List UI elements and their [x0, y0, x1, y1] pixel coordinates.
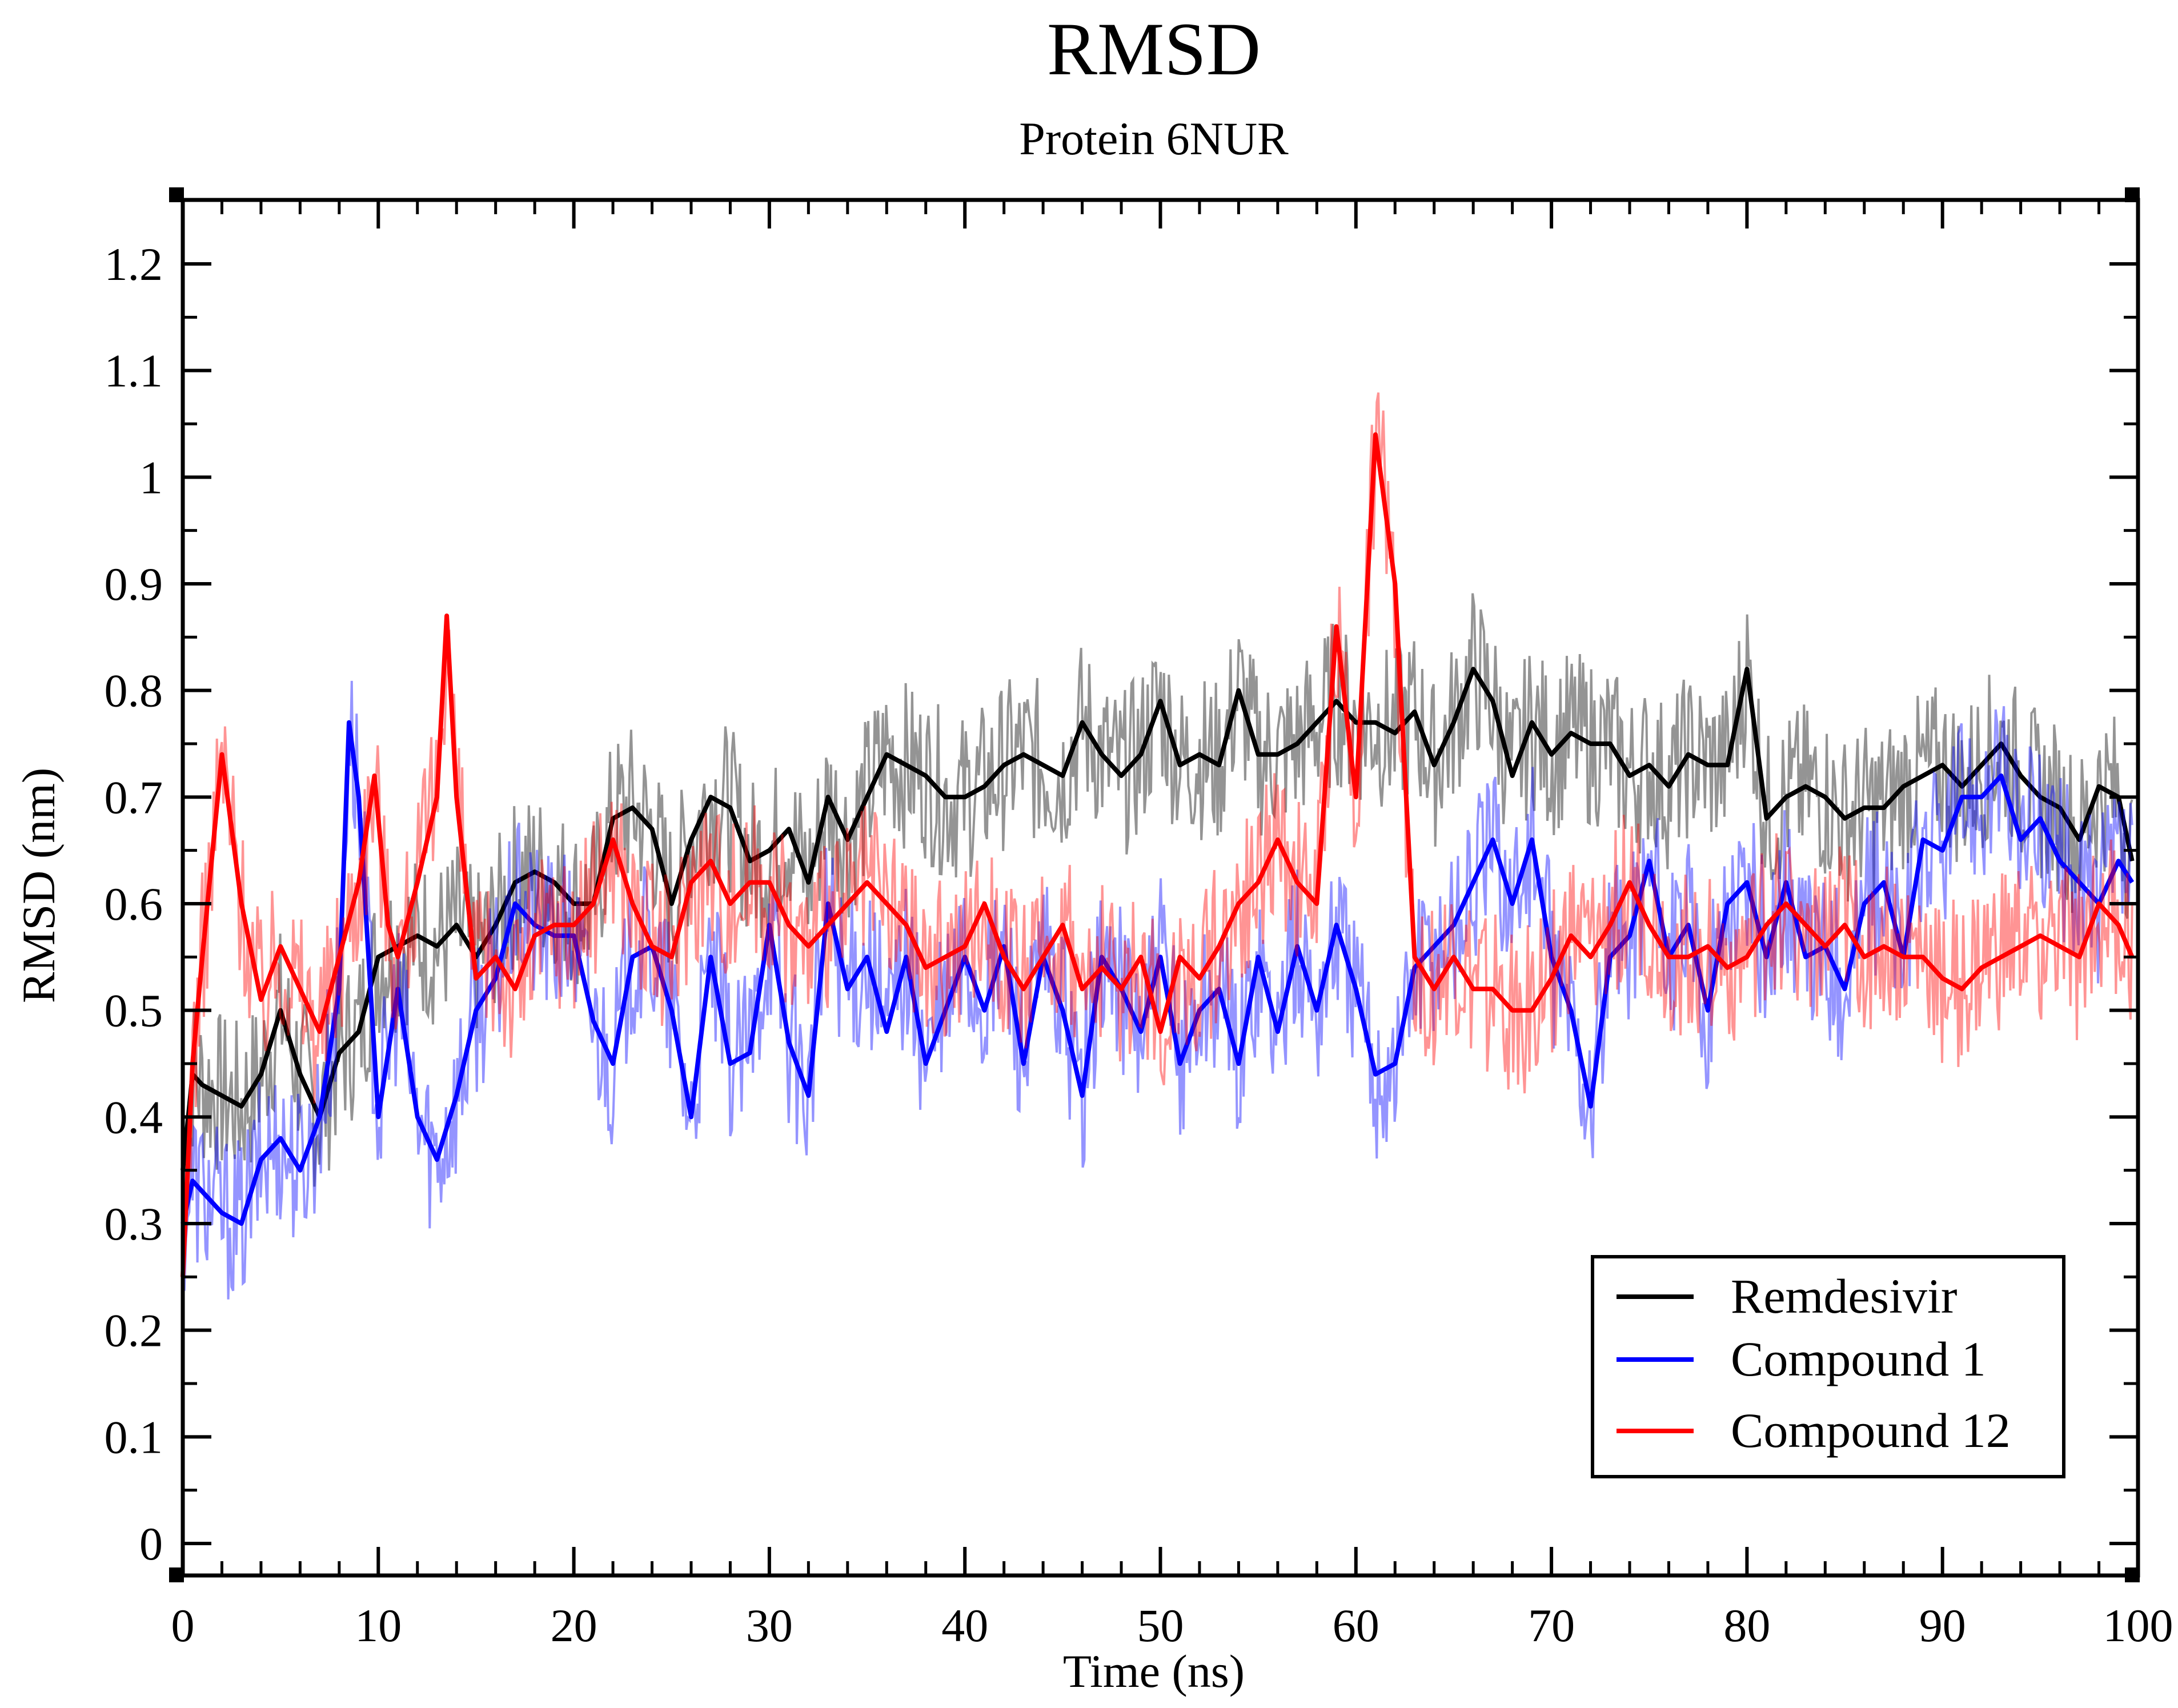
- x-tick-label: 0: [171, 1599, 195, 1651]
- series-raw-compound-12: [182, 392, 2133, 1230]
- chart-title: RMSD: [1047, 7, 1261, 91]
- series-line-remdesivir: [181, 667, 2135, 1171]
- y-tick-label: 0.6: [105, 878, 163, 930]
- legend: Remdesivir Compound 1 Compound 12: [1591, 1255, 2065, 1478]
- chart-subtitle: Protein 6NUR: [1019, 113, 1289, 165]
- corner-handle-bottom-left: [169, 1567, 184, 1582]
- y-tick-label: 0.1: [105, 1411, 163, 1463]
- y-tick-label: 1.1: [105, 345, 163, 397]
- x-tick-label: 40: [941, 1599, 988, 1651]
- x-tick-label: 90: [1919, 1599, 1966, 1651]
- series-layer: [181, 392, 2135, 1300]
- legend-box: [1591, 1255, 2065, 1478]
- legend-label-remdesivir: Remdesivir: [1731, 1269, 1958, 1324]
- x-tick-label: 70: [1528, 1599, 1575, 1651]
- y-tick-label: 0.7: [105, 771, 163, 823]
- legend-label-compound-12: Compound 12: [1731, 1403, 2011, 1458]
- x-tick-label: 30: [746, 1599, 793, 1651]
- y-tick-label: 0.4: [105, 1091, 163, 1143]
- x-tick-label: 100: [2103, 1599, 2173, 1651]
- x-tick-label: 10: [355, 1599, 402, 1651]
- x-tick-label: 80: [1723, 1599, 1770, 1651]
- corner-handle-top-right: [2125, 187, 2140, 202]
- corner-handle-top-left: [169, 187, 184, 202]
- x-tick-label: 60: [1333, 1599, 1379, 1651]
- x-tick-label: 50: [1137, 1599, 1184, 1651]
- corner-handles: [169, 187, 2140, 1582]
- y-tick-label: 0.9: [105, 558, 163, 610]
- plot-frame: [181, 198, 2140, 1578]
- y-axis-label: RMSD (nm): [13, 768, 65, 1003]
- axis-layer: 0 10 20 30 40 50 60 70 80 90 100 0 0.1 0.2 0.3 0.4 0.5 0.…: [105, 200, 2173, 1651]
- y-tick-label: 0: [139, 1518, 163, 1570]
- y-tick-label: 0.5: [105, 985, 163, 1037]
- series-line-compound-12: [181, 432, 2135, 1277]
- x-tick-label: 20: [551, 1599, 597, 1651]
- y-tick-label: 1.2: [105, 238, 163, 290]
- y-tick-label: 0.8: [105, 665, 163, 717]
- y-tick-label: 0.2: [105, 1305, 163, 1357]
- x-axis-label: Time (ns): [1063, 1645, 1245, 1697]
- y-tick-label: 1: [139, 451, 163, 503]
- corner-handle-bottom-right: [2125, 1567, 2140, 1582]
- series-line-compound-1: [181, 720, 2135, 1226]
- legend-label-compound-1: Compound 1: [1731, 1332, 1986, 1386]
- y-tick-label: 0.3: [105, 1198, 163, 1250]
